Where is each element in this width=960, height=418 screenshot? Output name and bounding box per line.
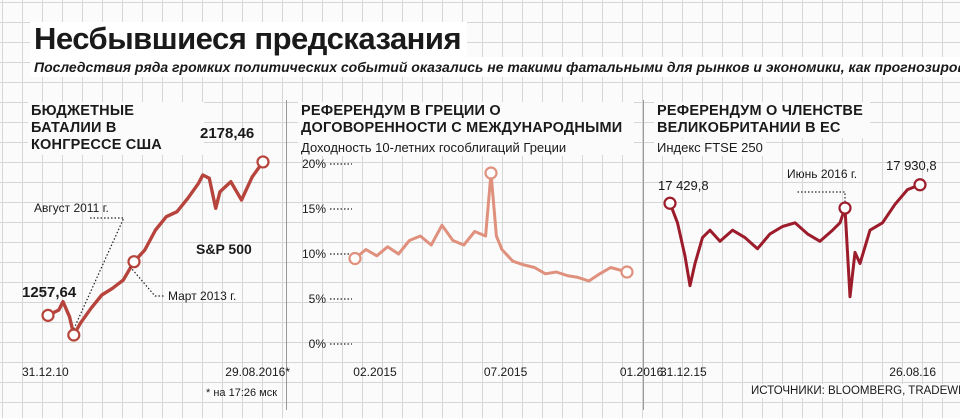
uk-x-tick-start: 31.12.15 [660, 365, 707, 379]
uk-start-marker [663, 196, 677, 210]
greece-y-tick-20: 20% [302, 157, 326, 171]
us-mar2013-marker [127, 255, 141, 269]
panel-divider-2 [643, 100, 644, 410]
us-end-value-label: 2178,46 [200, 125, 254, 142]
greece-x-tick-0: 02.2015 [353, 365, 397, 379]
page-subtitle: Последствия ряда громких политических со… [30, 57, 960, 77]
greece-panel-subtitle: Доходность 10-летних гособлигаций Греции [298, 139, 570, 156]
source-note: ИСТОЧНИКИ: BLOOMBERG, TRADEWEB [748, 384, 960, 398]
greece-y-tick-0: 0% [309, 337, 327, 351]
us-x-tick-end: 29.08.2016* [225, 365, 290, 379]
us-series-label: S&P 500 [196, 241, 252, 257]
us-x-tick-start: 31.12.10 [22, 365, 69, 379]
greece-start-marker [348, 251, 362, 266]
panel-divider-1 [286, 100, 287, 410]
uk-series-line [668, 183, 921, 299]
uk-start-value-label: 17 429,8 [658, 178, 709, 193]
greece-series-line [354, 171, 628, 283]
page-title: Несбывшиеся предсказания [30, 22, 468, 58]
uk-jun2016-leader [796, 191, 846, 203]
uk-panel-title: РЕФЕРЕНДУМ О ЧЛЕНСТВЕ ВЕЛИКОБРИТАНИИ В Е… [654, 102, 870, 138]
greece-y-tick-5: 5% [309, 292, 327, 306]
us-end-marker [256, 155, 270, 169]
uk-jun2016-marker [838, 201, 852, 215]
uk-end-marker [913, 178, 927, 192]
greece-peak-marker [484, 166, 498, 180]
uk-panel-subtitle: Индекс FTSE 250 [654, 139, 766, 156]
greece-x-tick-2: 01.2016 [620, 365, 664, 379]
uk-x-tick-end: 26.08.16 [889, 365, 936, 379]
us-panel-title: БЮДЖЕТНЫЕ БАТАЛИИ В КОНГРЕССЕ США [28, 102, 204, 155]
uk-end-value-label: 17 930,8 [886, 158, 937, 173]
us-aug2011-label: Август 2011 г. [34, 201, 109, 215]
greece-y-tick-10: 10% [302, 247, 326, 261]
us-aug2011-leader [73, 217, 125, 330]
us-start-marker [41, 308, 55, 322]
greece-y-tick-15: 15% [302, 202, 326, 216]
greece-x-tick-1: 07.2015 [484, 365, 528, 379]
us-mar2013-label: Март 2013 г. [168, 289, 236, 303]
us-footnote: * на 17:26 мск [206, 387, 277, 399]
greece-end-marker [620, 265, 634, 279]
us-start-value-label: 1257,64 [22, 284, 77, 301]
uk-jun2016-label: Июнь 2016 г. [787, 167, 857, 181]
us-mar2013-leader [129, 266, 165, 297]
us-aug2011-marker [67, 328, 81, 342]
